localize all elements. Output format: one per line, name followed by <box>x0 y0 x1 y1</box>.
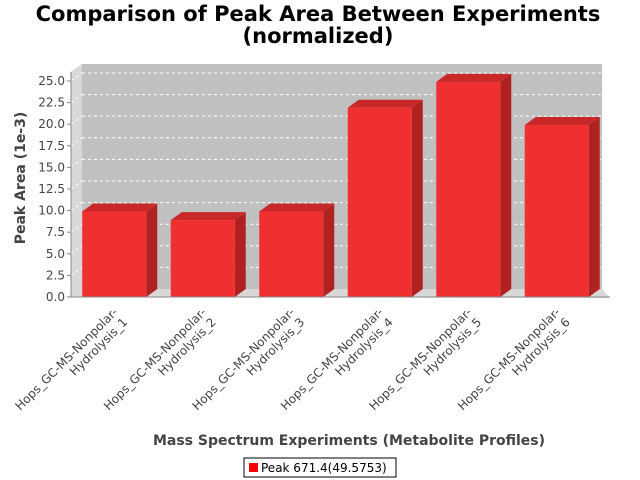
bar-side <box>588 117 600 297</box>
y-tick-label: 0.0 <box>46 290 65 304</box>
bar-top <box>436 73 512 82</box>
gridline-side <box>70 266 83 276</box>
chart-title-line2: (normalized) <box>243 24 394 48</box>
legend: Peak 671.4(49.5753) <box>243 457 397 478</box>
y-tick-label: 12.5 <box>38 182 65 196</box>
gridline-side <box>70 94 83 103</box>
gridline-side <box>70 223 83 233</box>
bar-top <box>259 203 335 212</box>
bar <box>82 203 158 297</box>
y-axis-label: Peak Area (1e-3) <box>13 112 29 245</box>
chart-title-line1: Comparison of Peak Area Between Experime… <box>36 2 601 26</box>
y-tick-label: 2.5 <box>46 268 65 282</box>
bar <box>347 99 423 297</box>
bars <box>82 73 600 297</box>
bar-front <box>436 81 501 297</box>
y-tick-label: 15.0 <box>38 160 65 174</box>
gridline-side <box>70 137 83 147</box>
bar-side <box>323 203 335 297</box>
plot-side-wall <box>71 64 82 297</box>
gridline-side <box>70 158 83 168</box>
bar-front <box>170 220 235 297</box>
gridline-side <box>70 202 83 211</box>
bar-front <box>347 107 412 297</box>
bar-side <box>234 212 246 297</box>
y-tick-label: 22.5 <box>38 96 65 110</box>
plot-area <box>70 64 610 298</box>
bar-front <box>524 125 589 297</box>
y-tick-label: 7.5 <box>46 225 65 239</box>
plot-background <box>82 64 602 289</box>
bar-front <box>259 211 324 297</box>
bar <box>436 73 512 297</box>
bar <box>170 212 246 297</box>
y-axis: 0.0 2.5 5.0 7.5 10.0 12.5 15.0 17.5 20.0 22.5 25.0 <box>38 72 72 304</box>
bar-side <box>411 99 423 297</box>
legend-box <box>243 457 397 478</box>
bar-front <box>82 211 147 297</box>
gridline-side <box>70 245 83 255</box>
bar <box>259 203 335 297</box>
bar-top <box>347 99 423 108</box>
y-tick-label: 17.5 <box>38 139 65 153</box>
y-tick-label: 5.0 <box>46 247 65 261</box>
bar-top <box>524 117 600 126</box>
x-axis: Hops_GC-MS-Nonpolar-Hydrolysis_1Hops_GC-… <box>12 296 610 413</box>
x-tick-label-line: Hops_GC-MS-Nonpolar- <box>12 305 120 413</box>
gridline-side <box>70 180 83 190</box>
gridline-side <box>70 72 83 82</box>
bar-side <box>146 203 158 297</box>
bar-top <box>170 212 246 221</box>
y-tick-label: 10.0 <box>38 204 65 218</box>
x-axis-label: Mass Spectrum Experiments (Metabolite Pr… <box>153 433 545 449</box>
gridline-side <box>70 115 83 125</box>
legend-swatch <box>249 463 258 472</box>
y-tick-label: 25.0 <box>38 74 65 88</box>
gridlines <box>70 72 602 276</box>
y-tick-label: 20.0 <box>38 117 65 131</box>
bar-top <box>82 203 158 212</box>
legend-label: Peak 671.4(49.5753) <box>261 461 387 475</box>
bar <box>524 117 600 297</box>
bar-side <box>500 73 512 297</box>
